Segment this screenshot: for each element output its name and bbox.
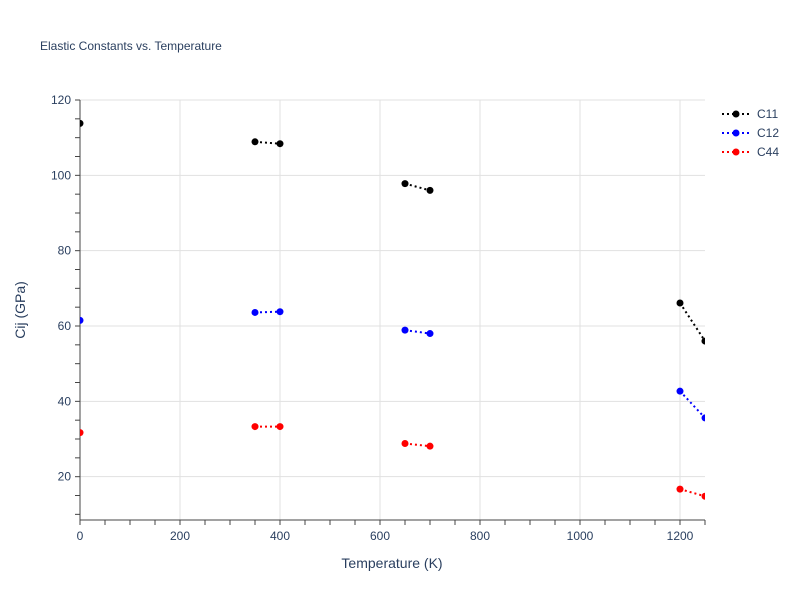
legend-label: C44 [757, 145, 779, 159]
data-point-c11 [401, 180, 409, 188]
data-point-c12 [426, 330, 434, 338]
data-point-c12 [401, 326, 409, 334]
data-point-c44 [276, 423, 284, 431]
x-tick-label: 400 [270, 529, 290, 543]
data-point-c11 [276, 140, 284, 148]
series-line-c11 [254, 140, 281, 145]
x-tick-label: 800 [470, 529, 490, 543]
y-tick-label: 60 [58, 319, 72, 333]
legend-swatch-marker [732, 148, 740, 156]
data-layer [80, 119, 705, 500]
data-point-c12 [701, 414, 705, 422]
data-point-c44 [676, 485, 684, 493]
data-point-c11 [676, 299, 684, 307]
series-line-c44 [679, 488, 705, 498]
data-point-c12 [676, 387, 684, 395]
series-c44 [80, 423, 705, 500]
x-axis-title: Temperature (K) [341, 555, 442, 571]
data-point-c12 [251, 308, 259, 316]
series-line-c11 [679, 302, 705, 342]
legend[interactable]: C11 C12 C44 [722, 107, 779, 159]
series-c11 [80, 119, 705, 345]
series-line-c11 [404, 182, 431, 192]
x-tick-label: 0 [77, 529, 84, 543]
data-point-c11 [80, 119, 84, 127]
data-point-c11 [701, 337, 705, 345]
y-tick-label: 40 [58, 394, 72, 408]
data-point-c11 [426, 186, 434, 194]
y-tick-label: 20 [58, 470, 72, 484]
series-line-c12 [679, 390, 705, 419]
series-line-c12 [404, 329, 431, 335]
y-tick-label: 80 [58, 244, 72, 258]
x-tick-label: 200 [170, 529, 190, 543]
legend-label: C11 [757, 107, 778, 121]
legend-swatch-marker [732, 110, 740, 118]
legend-item-c11[interactable]: C11 [722, 107, 778, 121]
series-line-c12 [254, 310, 281, 314]
x-tick-label: 1000 [567, 529, 594, 543]
legend-label: C12 [757, 126, 779, 140]
data-point-c12 [276, 308, 284, 316]
data-point-c12 [80, 316, 84, 324]
chart-title: Elastic Constants vs. Temperature [40, 39, 222, 53]
legend-item-c44[interactable]: C44 [722, 145, 779, 159]
x-tick-label: 1200 [667, 529, 694, 543]
y-axis-title: Cij (GPa) [12, 281, 28, 339]
legend-item-c12[interactable]: C12 [722, 126, 779, 140]
legend-swatch-marker [732, 129, 740, 137]
y-tick-label: 120 [51, 93, 71, 107]
x-tick-label: 600 [370, 529, 390, 543]
plot-area [80, 119, 705, 500]
data-point-c44 [80, 429, 84, 437]
data-point-c44 [426, 442, 434, 450]
series-c12 [80, 308, 705, 422]
data-point-c44 [401, 440, 409, 448]
grid-layer [80, 99, 705, 520]
data-point-c44 [251, 423, 259, 431]
series-line-c44 [404, 442, 431, 448]
y-tick-label: 100 [51, 168, 71, 182]
data-point-c11 [251, 138, 259, 146]
axes-layer: 0 200 400 600 800 1000 1200 20 40 60 80 100 120 [51, 93, 706, 543]
data-point-c44 [701, 492, 705, 500]
